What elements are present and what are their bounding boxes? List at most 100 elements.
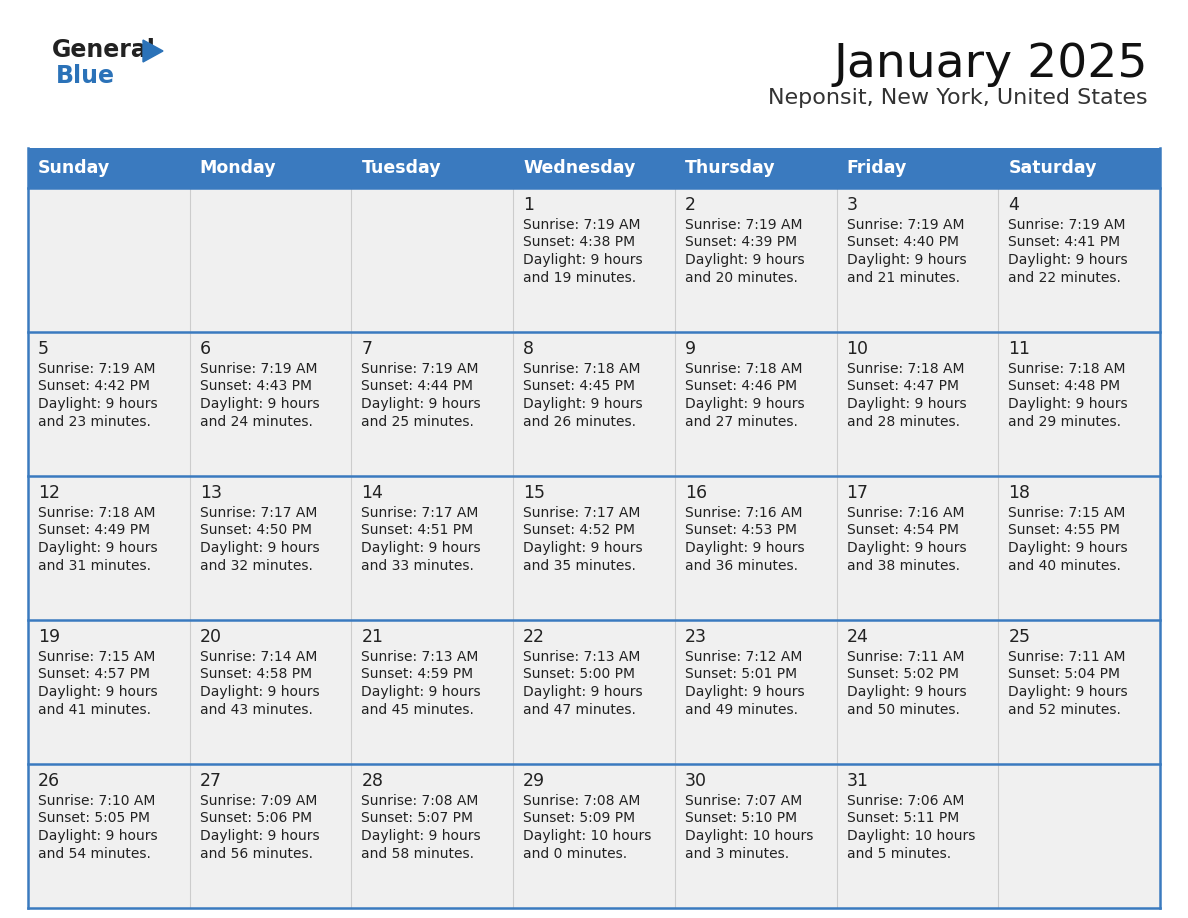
Text: 2: 2 [684,196,696,214]
Text: Sunrise: 7:08 AM: Sunrise: 7:08 AM [523,794,640,808]
Text: Sunrise: 7:18 AM: Sunrise: 7:18 AM [38,506,156,520]
Text: Sunrise: 7:17 AM: Sunrise: 7:17 AM [523,506,640,520]
Text: and 58 minutes.: and 58 minutes. [361,846,474,860]
Text: Sunset: 4:53 PM: Sunset: 4:53 PM [684,523,797,538]
Text: and 45 minutes.: and 45 minutes. [361,702,474,717]
Text: and 29 minutes.: and 29 minutes. [1009,415,1121,429]
Text: Sunset: 5:07 PM: Sunset: 5:07 PM [361,812,474,825]
Text: 9: 9 [684,340,696,358]
Text: Daylight: 10 hours: Daylight: 10 hours [684,829,814,843]
Text: Sunrise: 7:19 AM: Sunrise: 7:19 AM [38,362,156,376]
Text: Sunset: 4:40 PM: Sunset: 4:40 PM [847,236,959,250]
Bar [29,476,1159,620]
Text: Sunrise: 7:16 AM: Sunrise: 7:16 AM [847,506,965,520]
Text: Daylight: 9 hours: Daylight: 9 hours [523,253,643,267]
Text: and 20 minutes.: and 20 minutes. [684,271,797,285]
Text: and 38 minutes.: and 38 minutes. [847,558,960,573]
Text: Wednesday: Wednesday [523,159,636,177]
Text: Monday: Monday [200,159,277,177]
Bar [29,332,1159,476]
Text: Daylight: 9 hours: Daylight: 9 hours [200,397,320,411]
Text: Sunrise: 7:17 AM: Sunrise: 7:17 AM [361,506,479,520]
Text: Daylight: 9 hours: Daylight: 9 hours [361,397,481,411]
Text: Sunrise: 7:15 AM: Sunrise: 7:15 AM [1009,506,1126,520]
Text: Sunrise: 7:14 AM: Sunrise: 7:14 AM [200,650,317,664]
Text: Daylight: 9 hours: Daylight: 9 hours [361,829,481,843]
Text: Sunset: 4:39 PM: Sunset: 4:39 PM [684,236,797,250]
Text: Sunrise: 7:18 AM: Sunrise: 7:18 AM [523,362,640,376]
Text: 31: 31 [847,772,868,790]
Text: Neponsit, New York, United States: Neponsit, New York, United States [769,88,1148,108]
Text: and 0 minutes.: and 0 minutes. [523,846,627,860]
Text: Daylight: 9 hours: Daylight: 9 hours [1009,541,1127,555]
Text: Sunset: 4:43 PM: Sunset: 4:43 PM [200,379,311,394]
Text: Sunrise: 7:18 AM: Sunrise: 7:18 AM [1009,362,1126,376]
Text: Sunrise: 7:07 AM: Sunrise: 7:07 AM [684,794,802,808]
Text: 23: 23 [684,628,707,646]
Text: Sunrise: 7:11 AM: Sunrise: 7:11 AM [1009,650,1126,664]
Text: Daylight: 9 hours: Daylight: 9 hours [684,541,804,555]
Bar [29,620,1159,764]
Text: Sunrise: 7:15 AM: Sunrise: 7:15 AM [38,650,156,664]
Text: and 56 minutes.: and 56 minutes. [200,846,312,860]
Text: Sunset: 4:55 PM: Sunset: 4:55 PM [1009,523,1120,538]
Text: 26: 26 [38,772,61,790]
Text: Sunrise: 7:18 AM: Sunrise: 7:18 AM [684,362,802,376]
Text: Daylight: 9 hours: Daylight: 9 hours [1009,397,1127,411]
Text: 15: 15 [523,484,545,502]
Text: and 40 minutes.: and 40 minutes. [1009,558,1121,573]
Text: 4: 4 [1009,196,1019,214]
Text: Thursday: Thursday [684,159,776,177]
Text: Sunset: 5:11 PM: Sunset: 5:11 PM [847,812,959,825]
Text: Daylight: 9 hours: Daylight: 9 hours [38,829,158,843]
Text: 1: 1 [523,196,535,214]
Bar [29,764,1159,908]
Text: and 5 minutes.: and 5 minutes. [847,846,950,860]
Text: and 35 minutes.: and 35 minutes. [523,558,636,573]
Text: Sunset: 5:00 PM: Sunset: 5:00 PM [523,667,636,681]
Text: Blue: Blue [56,64,115,88]
Text: and 19 minutes.: and 19 minutes. [523,271,637,285]
Text: Sunrise: 7:19 AM: Sunrise: 7:19 AM [361,362,479,376]
Text: 30: 30 [684,772,707,790]
Text: Daylight: 9 hours: Daylight: 9 hours [1009,685,1127,699]
Bar [29,148,1159,188]
Text: and 26 minutes.: and 26 minutes. [523,415,636,429]
Text: Daylight: 9 hours: Daylight: 9 hours [523,685,643,699]
Text: 22: 22 [523,628,545,646]
Text: and 36 minutes.: and 36 minutes. [684,558,798,573]
Text: and 28 minutes.: and 28 minutes. [847,415,960,429]
Text: and 22 minutes.: and 22 minutes. [1009,271,1121,285]
Text: and 24 minutes.: and 24 minutes. [200,415,312,429]
Text: Daylight: 9 hours: Daylight: 9 hours [200,541,320,555]
Text: and 52 minutes.: and 52 minutes. [1009,702,1121,717]
Text: 14: 14 [361,484,384,502]
Text: Sunrise: 7:12 AM: Sunrise: 7:12 AM [684,650,802,664]
Text: 17: 17 [847,484,868,502]
Text: Sunrise: 7:19 AM: Sunrise: 7:19 AM [1009,218,1126,232]
Text: 8: 8 [523,340,535,358]
Text: Sunset: 4:48 PM: Sunset: 4:48 PM [1009,379,1120,394]
Text: 16: 16 [684,484,707,502]
Text: 11: 11 [1009,340,1030,358]
Text: and 33 minutes.: and 33 minutes. [361,558,474,573]
Text: 28: 28 [361,772,384,790]
Text: Sunrise: 7:13 AM: Sunrise: 7:13 AM [523,650,640,664]
Text: 5: 5 [38,340,49,358]
Text: Sunrise: 7:19 AM: Sunrise: 7:19 AM [684,218,802,232]
Text: Daylight: 9 hours: Daylight: 9 hours [38,685,158,699]
Text: Sunset: 4:59 PM: Sunset: 4:59 PM [361,667,474,681]
Text: and 21 minutes.: and 21 minutes. [847,271,960,285]
Text: 27: 27 [200,772,222,790]
Text: Daylight: 9 hours: Daylight: 9 hours [200,685,320,699]
Text: and 43 minutes.: and 43 minutes. [200,702,312,717]
Text: Daylight: 10 hours: Daylight: 10 hours [847,829,975,843]
Text: Sunrise: 7:19 AM: Sunrise: 7:19 AM [523,218,640,232]
Text: Daylight: 9 hours: Daylight: 9 hours [200,829,320,843]
Text: Sunset: 4:50 PM: Sunset: 4:50 PM [200,523,311,538]
Text: Sunset: 5:04 PM: Sunset: 5:04 PM [1009,667,1120,681]
Text: 18: 18 [1009,484,1030,502]
Text: and 32 minutes.: and 32 minutes. [200,558,312,573]
Text: Daylight: 9 hours: Daylight: 9 hours [523,397,643,411]
Text: Daylight: 9 hours: Daylight: 9 hours [684,253,804,267]
